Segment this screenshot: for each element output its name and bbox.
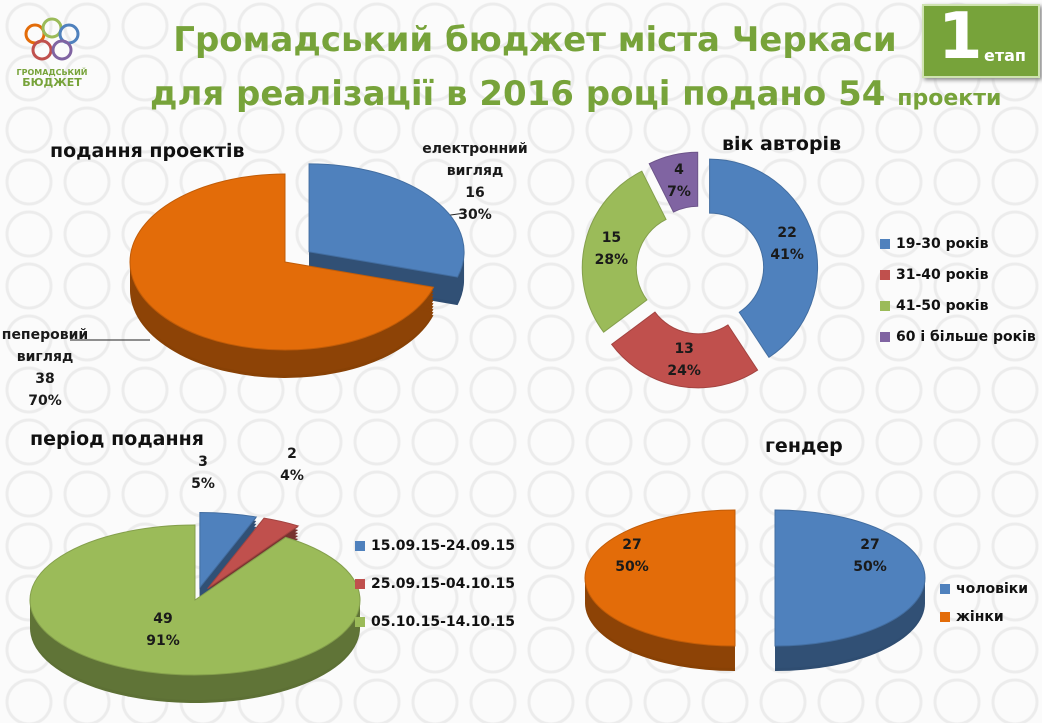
stage-badge: 1 етап	[922, 0, 1040, 78]
legend-item: 15.09.15-24.09.15	[355, 527, 515, 565]
value-label: 4	[674, 162, 684, 179]
value-label: 13	[674, 340, 694, 357]
data-label: 13 24%	[667, 338, 701, 382]
percent-label: 91%	[146, 633, 180, 649]
legend: 15.09.15-24.09.15 25.09.15-04.10.15 05.10.…	[355, 527, 515, 641]
slice	[648, 151, 699, 213]
data-label: 27 50%	[615, 534, 649, 578]
percent-label: 24%	[667, 362, 701, 379]
value-label: 3	[198, 454, 208, 470]
legend-item: 31-40 років	[880, 259, 1036, 290]
value-label: 15	[601, 230, 622, 246]
legend-item: 25.09.15-04.10.15	[355, 565, 515, 603]
legend-label: 41-50 років	[896, 297, 989, 314]
legend-item: 05.10.15-14.10.15	[355, 603, 515, 641]
data-label: 22 41%	[770, 222, 804, 266]
title-text: для реалізації в 2016 році подано 54	[150, 74, 886, 114]
value-label: 49	[153, 611, 173, 627]
chart-title: період подання	[30, 428, 204, 450]
title-line: Громадський бюджет міста Черкаси	[173, 20, 897, 60]
legend-item: чоловіки	[940, 575, 1028, 603]
data-label: 4 7%	[667, 159, 691, 203]
value-label: 2	[287, 446, 297, 462]
legend-label: 15.09.15-24.09.15	[371, 538, 515, 554]
percent-label: 50%	[853, 559, 887, 575]
legend-label: 25.09.15-04.10.15	[371, 576, 515, 592]
stage-number: 1	[938, 0, 983, 74]
slice	[308, 163, 465, 278]
percent-label: 41%	[770, 246, 804, 263]
title-line: для реалізації в 2016 році подано 54 про…	[150, 74, 1001, 114]
legend-label: чоловіки	[956, 581, 1029, 597]
data-label: електронний вигляд 16 30%	[420, 138, 530, 226]
category-label: електронний вигляд	[422, 141, 528, 179]
percent-label: 5%	[191, 476, 215, 492]
legend-item: 19-30 років	[880, 228, 1036, 259]
chart-title: гендер	[765, 435, 843, 457]
legend-swatch	[880, 331, 890, 342]
category-label: пеперовий вигляд	[1, 327, 89, 365]
slice	[709, 158, 819, 359]
data-label: 3 5%	[191, 451, 215, 495]
slice	[129, 173, 435, 351]
percent-label: 70%	[28, 393, 62, 409]
logo: ГРОМАДСЬКИЙ БЮДЖЕТ	[17, 17, 88, 89]
legend-swatch	[880, 238, 890, 249]
value-label: 27	[860, 537, 880, 553]
slice	[610, 311, 759, 389]
value-label: 22	[777, 224, 797, 241]
legend-item: 60 і більше років	[880, 321, 1036, 352]
data-label: 27 50%	[853, 534, 887, 578]
percent-label: 50%	[615, 559, 649, 575]
value-label: 27	[622, 537, 642, 553]
chart-title: подання проектів	[50, 140, 245, 162]
slice	[29, 524, 361, 676]
percent-label: 28%	[594, 252, 629, 268]
legend-swatch	[940, 612, 950, 622]
legend-swatch	[940, 584, 950, 594]
percent-label: 4%	[280, 468, 304, 484]
data-label: 2 4%	[280, 443, 304, 487]
legend-label: жінки	[956, 609, 1004, 625]
slice	[774, 509, 926, 647]
slice	[581, 170, 667, 333]
percent-label: 7%	[667, 184, 691, 201]
value-label: 16	[465, 185, 485, 201]
legend-item: жінки	[940, 603, 1028, 631]
data-label: 15 28%	[595, 227, 629, 271]
slice	[207, 517, 300, 590]
percent-label: 30%	[458, 207, 492, 223]
slice	[199, 511, 258, 589]
logo-circle	[51, 39, 73, 61]
chart-title: вік авторів	[722, 133, 842, 155]
legend-label: 31-40 років	[896, 266, 989, 283]
legend-swatch	[355, 579, 365, 589]
data-label: пеперовий вигляд 38 70%	[0, 324, 100, 412]
title-suffix: проекти	[897, 86, 1002, 111]
legend-label: 19-30 років	[896, 235, 989, 252]
data-label: 49 91%	[146, 608, 180, 652]
legend-swatch	[880, 300, 890, 311]
logo-text: БЮДЖЕТ	[22, 76, 82, 89]
legend-swatch	[355, 541, 365, 551]
value-label: 38	[35, 371, 55, 387]
logo-circle	[41, 17, 63, 39]
legend-swatch	[355, 617, 365, 627]
legend-label: 05.10.15-14.10.15	[371, 614, 515, 630]
legend-item: 41-50 років	[880, 290, 1036, 321]
logo-circle	[31, 39, 53, 61]
legend-label: 60 і більше років	[896, 328, 1036, 345]
legend: 19-30 років 31-40 років 41-50 років 60 і бі…	[880, 228, 1036, 352]
legend-swatch	[880, 269, 890, 280]
logo-text: ГРОМАДСЬКИЙ	[17, 66, 88, 77]
slice	[584, 509, 736, 647]
stage-label: етап	[984, 46, 1026, 65]
legend: чоловіки жінки	[940, 575, 1028, 631]
